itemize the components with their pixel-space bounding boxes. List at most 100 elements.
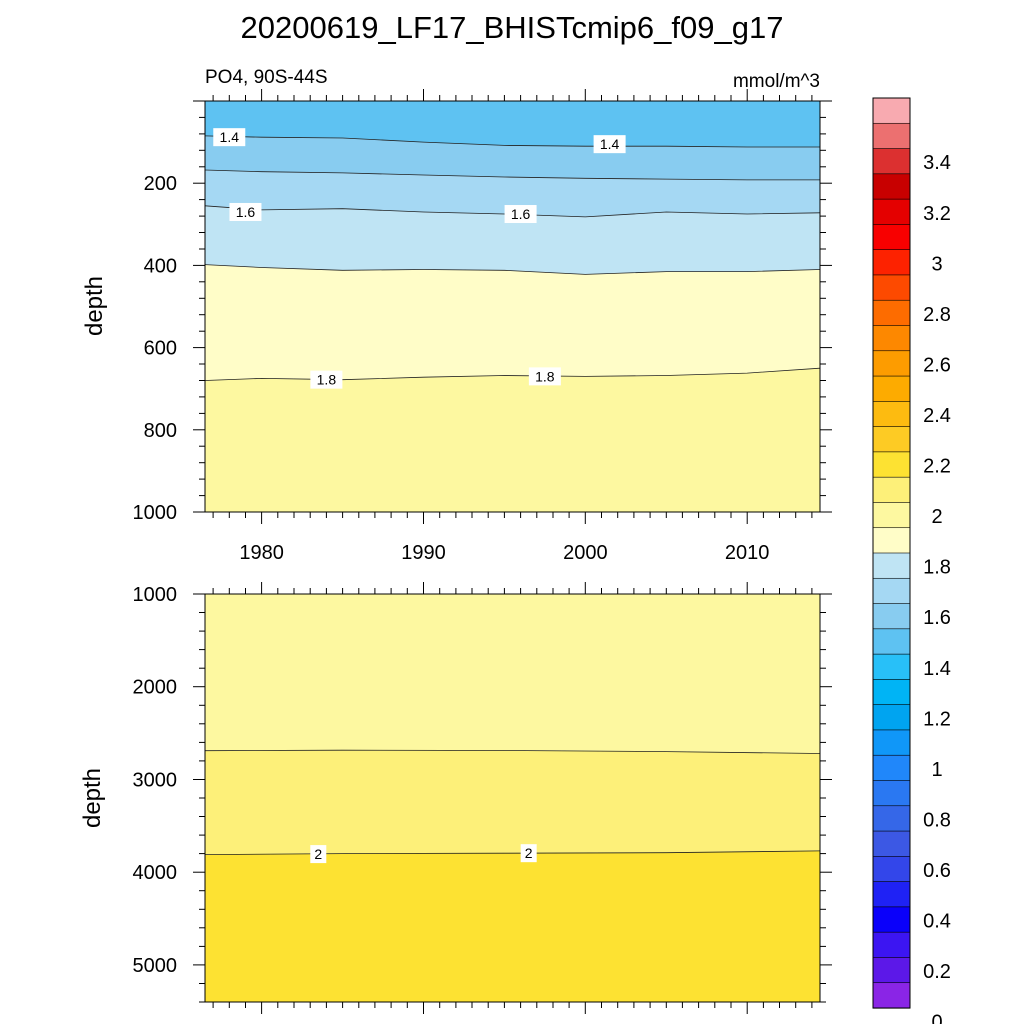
colorbar-swatch: [872, 881, 911, 908]
colorbar-swatch: [872, 325, 911, 352]
colorbar-tick-label: 3: [931, 253, 942, 275]
colorbar-tick-label: 0.8: [923, 809, 951, 831]
x-tick-label: 1990: [401, 542, 446, 564]
colorbar-swatch: [872, 375, 911, 402]
contour-line-1.5: [204, 169, 820, 181]
contour-label: 2: [314, 846, 322, 862]
contour-label-box: [528, 367, 561, 386]
colorbar-tick-label: 2.2: [923, 456, 951, 478]
x-tick-label: 1980: [239, 542, 284, 564]
colorbar-swatch: [872, 552, 911, 579]
variable-label: PO4, 90S-44S: [205, 67, 328, 88]
y-tick-label: 1000: [133, 502, 178, 524]
colorbar-swatch: [872, 527, 911, 554]
y-tick-label: 800: [144, 420, 177, 442]
colorbar-swatch: [872, 704, 911, 731]
colorbar-tick-label: 2: [931, 506, 942, 528]
colorbar-swatch: [872, 931, 911, 959]
y-tick-label: 600: [144, 338, 177, 360]
colorbar-swatch: [872, 502, 911, 529]
lower-panel: 2 2 1000 2000 3000 4000 5000: [133, 582, 832, 1014]
colorbar-swatch: [872, 780, 911, 807]
colorbar-swatch: [872, 628, 911, 655]
colorbar-swatch: [872, 476, 911, 504]
colorbar-swatch: [872, 299, 911, 327]
colorbar-swatch: [872, 830, 911, 857]
colorbar-tick-label: 2.6: [923, 354, 951, 376]
contour-label-box: [229, 202, 262, 221]
colorbar-swatch: [872, 224, 911, 251]
colorbar: 3.4 3.2 3 2.8 2.6 2.4 2.2 2 1.8 1.6 1.4 1.2 1 0.8 0.6 0…: [872, 97, 951, 1029]
colorbar-swatch: [872, 148, 911, 175]
colorbar-swatch: [872, 274, 911, 301]
colorbar-swatch: [872, 754, 911, 782]
colorbar-swatch: [872, 982, 911, 1009]
colorbar-tick-label: 0.2: [923, 961, 951, 983]
plot-frame: [204, 100, 821, 513]
contour-label: 1.6: [236, 204, 256, 220]
upper-y-axis-label: depth: [81, 276, 108, 336]
contour-line-1.8: [204, 367, 821, 381]
colorbar-tick-label: 0: [931, 1012, 942, 1024]
colorbar-tick-label: 3.4: [923, 152, 951, 174]
contour-label: 2: [525, 845, 533, 861]
contour-label: 1.6: [511, 206, 531, 222]
colorbar-swatch: [872, 805, 911, 832]
colorbar-swatch: [872, 198, 911, 225]
y-tick-label: 400: [144, 255, 177, 277]
colorbar-swatch: [872, 426, 911, 453]
colorbar-swatch: [872, 957, 911, 984]
y-tick-label: 2000: [133, 677, 178, 699]
colorbar-tick-label: 0.4: [923, 911, 951, 933]
colorbar-tick-label: 3.2: [923, 203, 951, 225]
colorbar-tick-label: 2.8: [923, 304, 951, 326]
y-tick-label: 4000: [133, 862, 178, 884]
units-label: mmol/m^3: [733, 71, 820, 92]
y-tick-label: 1000: [133, 584, 178, 606]
colorbar-tick-label: 1.4: [923, 658, 951, 680]
colorbar-swatch: [872, 603, 911, 630]
colorbar-swatch: [872, 97, 911, 124]
contour-label-box: [504, 205, 537, 224]
colorbar-swatch: [872, 173, 911, 200]
colorbar-swatch: [872, 577, 911, 605]
y-tick-label: 3000: [133, 769, 178, 791]
colorbar-tick-label: 1.6: [923, 607, 951, 629]
contour-label-box: [593, 135, 626, 154]
colorbar-swatch: [872, 122, 911, 150]
colorbar-swatch: [872, 906, 911, 933]
colorbar-frame: [872, 97, 911, 1009]
contour-label: 1.8: [535, 368, 555, 384]
contour-label: 1.4: [600, 136, 620, 152]
x-tick-label: 2000: [563, 542, 608, 564]
colorbar-tick-label: 1.8: [923, 557, 951, 579]
contour-line-1.9: [204, 749, 821, 754]
colorbar-tick-label: 0.6: [923, 860, 951, 882]
contour-line-2: [204, 850, 821, 855]
x-tick-label: 2010: [725, 542, 770, 564]
lower-y-axis-label: depth: [79, 768, 106, 828]
contour-line-1.6: [204, 205, 821, 218]
colorbar-swatch: [872, 401, 911, 428]
band-fill-1.8-1.9: [205, 594, 820, 754]
colorbar-swatch: [872, 249, 911, 276]
upper-panel: 1.4 1.4 1.6 1.6 1.8 1.8 1980 1990 2000 2010 200 400…: [133, 89, 832, 564]
colorbar-swatch: [872, 350, 911, 377]
contour-label-box: [310, 370, 343, 389]
chart-title: 20200619_LF17_BHISTcmip6_f09_g17: [241, 10, 784, 45]
colorbar-swatch: [872, 653, 911, 680]
contour-label: 1.8: [317, 372, 337, 388]
contour-line-1.4: [204, 135, 820, 148]
colorbar-tick-label: 1: [931, 759, 942, 781]
colorbar-swatch: [872, 679, 911, 706]
y-tick-label: 5000: [133, 955, 178, 977]
contour-label-box: [310, 845, 327, 864]
contour-label-box: [520, 844, 537, 863]
y-tick-label: 200: [144, 173, 177, 195]
colorbar-tick-label: 1.2: [923, 708, 951, 730]
colorbar-tick-label: 2.4: [923, 405, 951, 427]
band-fill-1.3-1.4: [205, 101, 820, 147]
contour-label-box: [213, 128, 246, 147]
